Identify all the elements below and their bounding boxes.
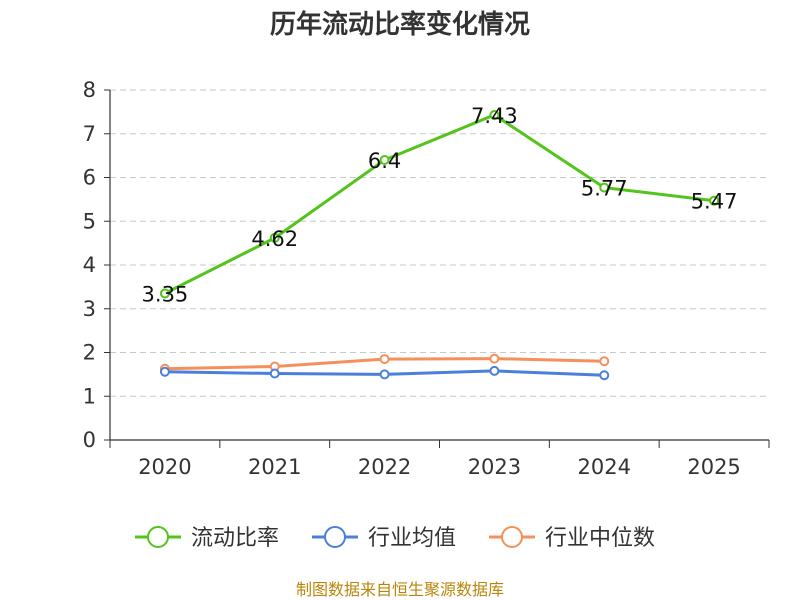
x-tick-label: 2021: [248, 455, 301, 479]
x-tick-label: 2023: [468, 455, 521, 479]
legend-item-2[interactable]: 行业中位数: [489, 526, 655, 551]
data-label: 3.35: [142, 282, 189, 306]
data-point: [159, 288, 170, 299]
data-point: [379, 155, 390, 165]
data-point: [599, 370, 610, 381]
data-point: [269, 368, 280, 379]
source-note: 制图数据来自恒生聚源数据库: [296, 580, 504, 599]
legend-item-1[interactable]: 行业均值: [312, 526, 456, 551]
x-tick-label: 2022: [358, 455, 411, 479]
data-point: [709, 195, 720, 206]
y-tick-label: 4: [83, 253, 96, 277]
data-point: [489, 365, 500, 376]
x-tick-label: 2020: [138, 455, 191, 479]
data-label: 6.4: [368, 149, 401, 173]
chart-title: 历年流动比率变化情况: [270, 9, 530, 40]
data-point: [489, 353, 500, 364]
x-tick-label: 2025: [687, 455, 740, 479]
x-tick-label: 2024: [578, 455, 631, 479]
data-point: [379, 354, 390, 365]
data-point: [599, 182, 610, 193]
data-labels: 3.35 4.62 6.4 7.43 5.77 5.47: [142, 104, 738, 307]
data-point: [269, 232, 280, 243]
y-tick-label: 6: [83, 166, 96, 190]
data-point: [489, 109, 500, 120]
data-point: [379, 369, 390, 380]
legend-label: 流动比率: [191, 526, 279, 551]
data-label: 5.77: [581, 177, 628, 201]
y-tick-label: 1: [83, 384, 96, 408]
data-point: [159, 366, 170, 377]
data-label: 7.43: [471, 104, 518, 128]
legend-marker: [501, 526, 523, 548]
legend-label: 行业均值: [368, 526, 456, 551]
y-tick-label: 7: [83, 122, 96, 146]
axes: 0 1 2 3 4 5 6 7 8 2020 2021 2022 2023 2024 2025: [83, 78, 770, 479]
y-tick-label: 2: [83, 341, 96, 365]
legend: 流动比率 行业均值 行业中位数: [135, 526, 655, 551]
legend-marker: [324, 526, 346, 548]
data-label: 5.47: [691, 190, 738, 214]
legend-marker: [147, 526, 169, 548]
y-tick-label: 5: [83, 209, 96, 233]
data-label: 4.62: [251, 227, 298, 251]
y-tick-label: 3: [83, 297, 96, 321]
data-point: [599, 356, 610, 367]
y-tick-label: 8: [83, 78, 96, 102]
y-tick-label: 0: [83, 428, 96, 452]
legend-item-0[interactable]: 流动比率: [135, 526, 279, 551]
series-points: [159, 109, 720, 381]
legend-label: 行业中位数: [545, 526, 655, 551]
series-lines: [163, 113, 716, 377]
series-line-0: [163, 113, 716, 295]
